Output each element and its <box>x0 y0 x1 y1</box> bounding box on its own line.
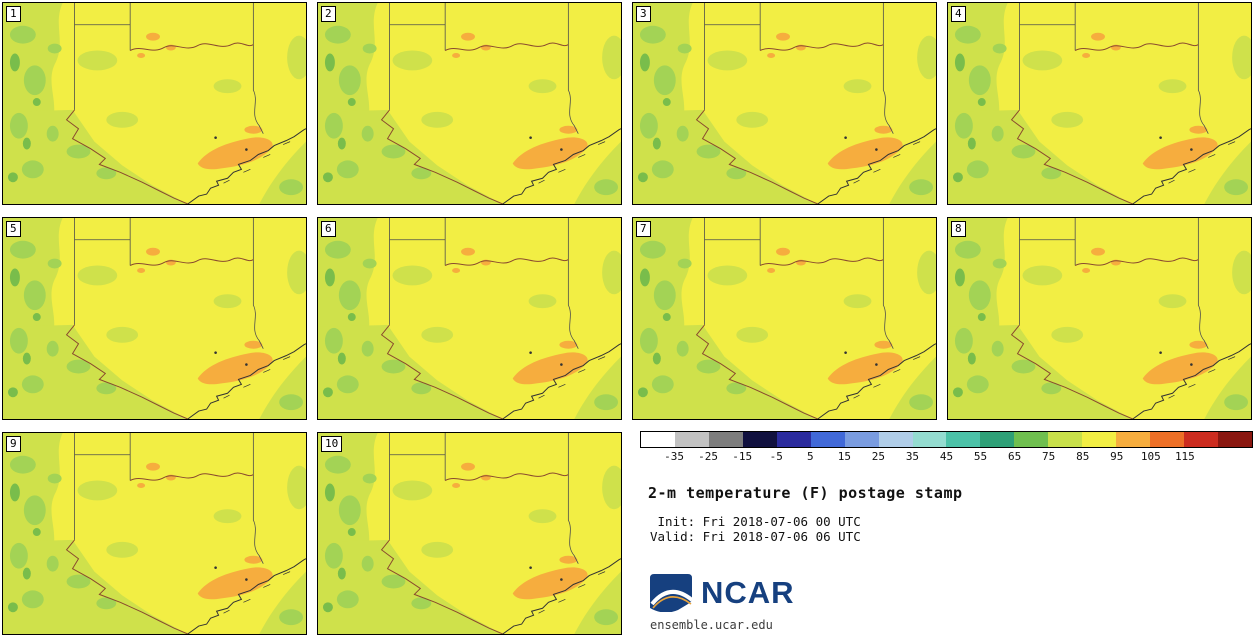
colorbar-segment <box>946 432 981 447</box>
member-number-label: 2 <box>321 6 336 22</box>
ncar-logo-mark <box>650 574 694 612</box>
member-number-label: 10 <box>321 436 343 452</box>
colorbar-tick-label: 5 <box>806 450 814 463</box>
member-number-label: 8 <box>951 221 966 237</box>
site-url: ensemble.ucar.edu <box>650 618 773 632</box>
colorbar-tick-label: 55 <box>973 450 988 463</box>
colorbar-segment <box>1014 432 1049 447</box>
colorbar-tick-label: 105 <box>1140 450 1161 463</box>
colorbar-tick-label: 115 <box>1174 450 1195 463</box>
temperature-map <box>3 218 306 419</box>
temperature-map <box>633 218 936 419</box>
colorbar-segment <box>1048 432 1083 447</box>
temperature-map <box>3 433 306 634</box>
colorbar-segment <box>1184 432 1218 447</box>
ensemble-member-panel[interactable]: 6 <box>317 217 622 420</box>
ensemble-member-panel[interactable]: 1 <box>2 2 307 205</box>
ensemble-member-panel[interactable]: 8 <box>947 217 1252 420</box>
member-number-label: 9 <box>6 436 21 452</box>
colorbar-segment <box>912 432 947 447</box>
plot-title: 2-m temperature (F) postage stamp <box>648 484 963 502</box>
colorbar-segment <box>980 432 1015 447</box>
temperature-map <box>948 218 1251 419</box>
colorbar-segment <box>1082 432 1117 447</box>
ensemble-member-panel[interactable]: 9 <box>2 432 307 635</box>
ensemble-member-panel[interactable]: 3 <box>632 2 937 205</box>
temperature-map <box>3 3 306 204</box>
colorbar-segment <box>708 432 743 447</box>
colorbar-segment <box>1116 432 1151 447</box>
colorbar-tick-label: -35 <box>664 450 684 463</box>
colorbar-segment <box>844 432 879 447</box>
ensemble-member-panel[interactable]: 7 <box>632 217 937 420</box>
colorbar-tick-label: 65 <box>1007 450 1022 463</box>
colorbar-segment <box>641 432 675 447</box>
colorbar-tick-label: 45 <box>939 450 954 463</box>
member-number-label: 6 <box>321 221 336 237</box>
member-number-label: 5 <box>6 221 21 237</box>
colorbar-tick-label: 85 <box>1076 450 1090 463</box>
colorbar-segment <box>674 432 709 447</box>
ncar-logo: NCAR <box>648 572 795 612</box>
colorbar-tick-label: -5 <box>769 450 783 463</box>
colorbar-segment <box>810 432 845 447</box>
colorbar-segment <box>776 432 811 447</box>
colorbar-segment <box>878 432 913 447</box>
temperature-colorbar <box>640 431 1253 448</box>
colorbar-segment <box>1217 432 1252 447</box>
temperature-map <box>318 218 621 419</box>
colorbar-tick-label: 35 <box>905 450 920 463</box>
temperature-map <box>318 3 621 204</box>
member-number-label: 1 <box>6 6 21 22</box>
colorbar-tick-label: -25 <box>698 450 719 463</box>
valid-time: Valid: Fri 2018-07-06 06 UTC <box>650 529 861 544</box>
legend-and-info: -35 -25 -15 -5 5 15 25 35 45 55 65 75 85 95 105 115 2-m… <box>640 431 1253 544</box>
colorbar-tick-label: -15 <box>732 450 753 463</box>
ncar-wordmark: NCAR <box>701 574 795 610</box>
colorbar-tick-label: 75 <box>1042 450 1056 463</box>
colorbar-tick-labels: -35 -25 -15 -5 5 15 25 35 45 55 65 75 85 95 105 115 <box>640 450 1253 464</box>
ensemble-member-panel[interactable]: 10 <box>317 432 622 635</box>
temperature-map <box>948 3 1251 204</box>
colorbar-segment <box>742 432 777 447</box>
colorbar-segment <box>1150 432 1184 447</box>
temperature-map <box>633 3 936 204</box>
ensemble-member-panel[interactable]: 2 <box>317 2 622 205</box>
ensemble-member-panel[interactable]: 4 <box>947 2 1252 205</box>
colorbar-tick-label: 15 <box>837 450 851 463</box>
colorbar-tick-label: 95 <box>1110 450 1124 463</box>
init-time: Init: Fri 2018-07-06 00 UTC <box>650 514 861 529</box>
temperature-map <box>318 433 621 634</box>
colorbar-tick-label: 25 <box>871 450 885 463</box>
member-number-label: 4 <box>951 6 966 22</box>
member-number-label: 3 <box>636 6 651 22</box>
ensemble-member-panel[interactable]: 5 <box>2 217 307 420</box>
member-number-label: 7 <box>636 221 651 237</box>
